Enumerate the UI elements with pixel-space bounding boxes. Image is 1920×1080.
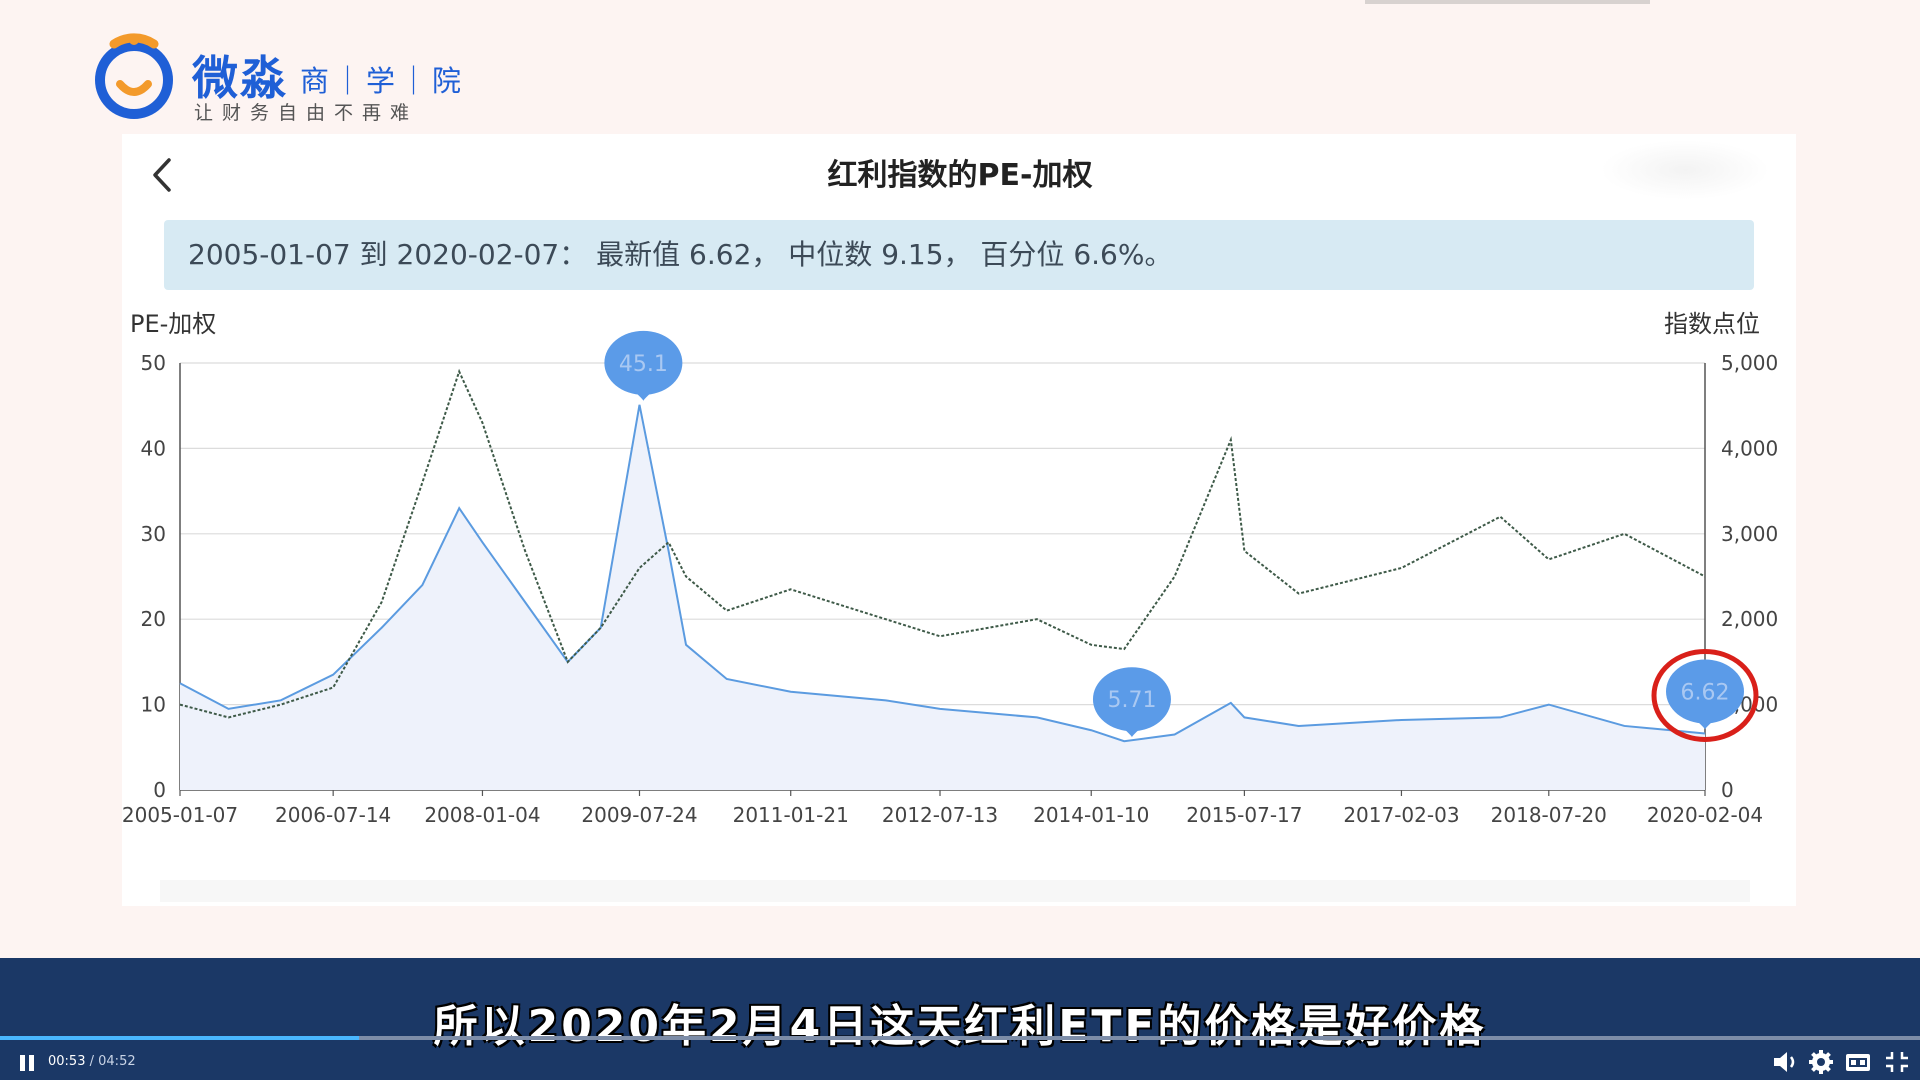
x-tick-label: 2020-02-04 xyxy=(1647,803,1763,827)
y-right-tick-label: 3,000 xyxy=(1721,522,1778,546)
y-right-tick-label: 0 xyxy=(1721,778,1734,802)
summary-banner: 2005-01-07 到 2020-02-07： 最新值 6.62， 中位数 9… xyxy=(164,220,1754,290)
progress-track[interactable] xyxy=(0,1036,1920,1040)
y-left-tick-label: 50 xyxy=(141,351,166,375)
x-tick-label: 2014-01-10 xyxy=(1033,803,1149,827)
annotation-pin xyxy=(1666,659,1744,724)
settings-icon xyxy=(1809,1050,1833,1074)
exit-fullscreen-icon xyxy=(1886,1052,1908,1072)
pause-button[interactable] xyxy=(16,1052,38,1074)
exit-fullscreen-button[interactable] xyxy=(1882,1048,1912,1076)
volume-button[interactable] xyxy=(1770,1048,1800,1076)
back-button[interactable] xyxy=(145,152,185,198)
y-right-tick-label: 5,000 xyxy=(1721,351,1778,375)
progress-fill xyxy=(0,1036,360,1040)
index-series-line xyxy=(179,368,1706,719)
logo-mark-icon xyxy=(95,33,173,119)
x-tick-label: 2009-07-24 xyxy=(581,803,697,827)
highlight-ring xyxy=(1651,648,1759,742)
x-tick-label: 2018-07-20 xyxy=(1491,803,1607,827)
volume-icon xyxy=(1774,1052,1795,1072)
x-tick-label: 2012-07-13 xyxy=(882,803,998,827)
right-axis-title: 指数点位 xyxy=(1664,310,1760,338)
blurred-corner xyxy=(1600,140,1770,200)
x-tick-label: 2005-01-07 xyxy=(122,803,238,827)
y-left-tick-label: 10 xyxy=(141,693,166,717)
pause-icon xyxy=(20,1055,34,1071)
left-axis-title: PE-加权 xyxy=(130,310,217,338)
pe-area xyxy=(180,404,1705,790)
x-tick-label: 2006-07-14 xyxy=(275,803,391,827)
x-tick-label: 2008-01-04 xyxy=(424,803,540,827)
annotation-pin xyxy=(604,330,683,395)
card-bottom-shadow xyxy=(160,880,1750,902)
time-display: 00:53 / 04:52 xyxy=(48,1054,136,1069)
y-left-tick-label: 40 xyxy=(141,436,166,460)
pe-chart[interactable]: 0102030405001,0002,0003,0004,0005,000200… xyxy=(0,0,1920,958)
logo-brand-name: 微淼 xyxy=(192,51,288,105)
x-tick-label: 2011-01-21 xyxy=(733,803,849,827)
annotation-pin-label: 6.62 xyxy=(1681,680,1730,705)
y-right-tick-label: 4,000 xyxy=(1721,436,1778,460)
captions-icon xyxy=(1846,1054,1870,1071)
y-left-tick-label: 20 xyxy=(141,607,166,631)
captions-button[interactable] xyxy=(1843,1048,1873,1076)
annotation-pin xyxy=(1092,667,1171,732)
x-tick-label: 2017-02-03 xyxy=(1343,803,1459,827)
page-title: 红利指数的PE-加权 xyxy=(827,158,1093,193)
logo: 微淼 商｜学｜院 让财务自由不再难 xyxy=(92,32,652,132)
logo-slogan: 让财务自由不再难 xyxy=(194,102,419,124)
y-right-tick-label: 2,000 xyxy=(1721,607,1778,631)
settings-button[interactable] xyxy=(1806,1048,1836,1076)
annotation-pin-label: 45.1 xyxy=(619,352,668,377)
y-left-tick-label: 30 xyxy=(141,522,166,546)
x-tick-label: 2015-07-17 xyxy=(1186,803,1302,827)
pe-series-line xyxy=(179,404,1706,743)
top-edge-strip xyxy=(1365,0,1650,4)
video-subtitle: 所以2020年2月4日这天红利ETF的价格是好价格 xyxy=(433,1001,1487,1052)
annotation-pin-label: 5.71 xyxy=(1107,688,1156,713)
current-time: 00:53 xyxy=(48,1054,86,1069)
total-time: 04:52 xyxy=(98,1054,136,1069)
chevron-left-icon xyxy=(153,158,171,192)
time-separator: / xyxy=(89,1054,94,1069)
video-control-bar xyxy=(0,958,1920,1080)
y-left-tick-label: 0 xyxy=(153,778,166,802)
logo-suffix: 商｜学｜院 xyxy=(300,64,466,98)
